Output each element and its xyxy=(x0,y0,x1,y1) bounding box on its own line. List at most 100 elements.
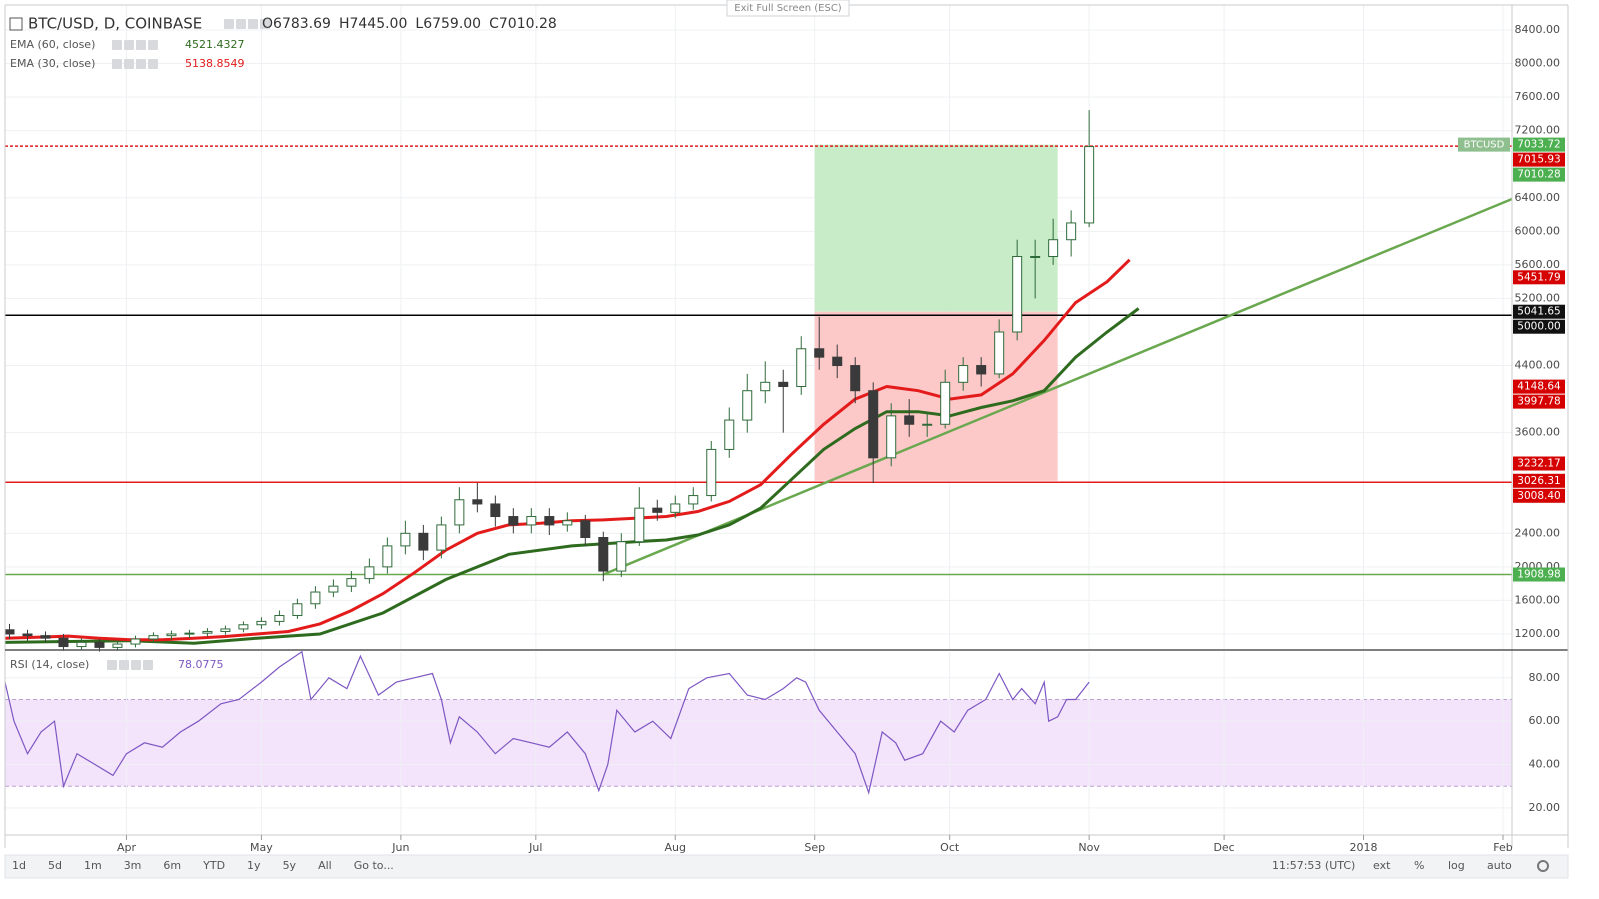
scale-option[interactable]: ext xyxy=(1373,859,1391,872)
price-label: 7033.72 xyxy=(1517,139,1560,151)
candle-body xyxy=(616,541,627,572)
candle-body xyxy=(544,516,555,526)
candle-body xyxy=(292,603,303,617)
candle-body xyxy=(598,537,609,572)
x-tick-label: Apr xyxy=(117,841,137,854)
range-button[interactable]: 1d xyxy=(12,859,26,872)
price-label: 7010.28 xyxy=(1517,169,1560,181)
legend-icon[interactable] xyxy=(148,40,158,50)
y-tick-label: 1600.00 xyxy=(1515,593,1561,606)
range-button[interactable]: 3m xyxy=(124,859,142,872)
ohlc-letter: L xyxy=(415,16,423,32)
y-tick-label: 1200.00 xyxy=(1515,627,1561,640)
range-button[interactable]: All xyxy=(318,859,332,872)
legend-icon[interactable] xyxy=(124,40,134,50)
rsi-pane: 20.00 40.00 60.00 80.00 xyxy=(4,650,1561,835)
legend-icon[interactable] xyxy=(119,660,129,670)
price-label: 7015.93 xyxy=(1517,154,1560,166)
ohlc-letter: O xyxy=(262,16,273,32)
price-label-box xyxy=(1513,567,1565,582)
settings-icon[interactable] xyxy=(1537,860,1549,872)
candle-body xyxy=(454,499,465,526)
candle-body xyxy=(58,637,69,648)
exit-fullscreen[interactable]: Exit Full Screen (ESC) xyxy=(734,3,842,14)
candle-body xyxy=(670,503,681,513)
legend-icon[interactable] xyxy=(107,660,117,670)
range-button[interactable]: 1y xyxy=(247,859,261,872)
legend-icon[interactable] xyxy=(248,19,258,29)
candle-body xyxy=(112,643,123,648)
scale-option[interactable]: log xyxy=(1448,859,1465,872)
y-tick-label: 80.00 xyxy=(1529,671,1561,684)
range-button[interactable]: 1m xyxy=(84,859,102,872)
ohlc-value: 6783.69 xyxy=(273,16,331,32)
ema-line xyxy=(4,307,1140,645)
legend-icon[interactable] xyxy=(236,19,246,29)
ohlc-letter: H xyxy=(339,16,350,32)
price-label-box xyxy=(1513,167,1565,182)
candle-body xyxy=(436,524,447,551)
legend-icon[interactable] xyxy=(124,59,134,69)
range-button[interactable]: 6m xyxy=(163,859,181,872)
legend-icon[interactable] xyxy=(136,40,146,50)
y-tick-label: 60.00 xyxy=(1529,714,1561,727)
legend-icon[interactable] xyxy=(148,59,158,69)
symbol-label: BTCUSD xyxy=(1464,140,1505,151)
y-tick-label: 3600.00 xyxy=(1515,426,1561,439)
legend-icon[interactable] xyxy=(260,19,270,29)
legend-icon[interactable] xyxy=(143,660,153,670)
legend-icon[interactable] xyxy=(131,660,141,670)
legend-icon[interactable] xyxy=(224,19,234,29)
candle-body xyxy=(724,419,735,450)
candle-body xyxy=(184,632,195,635)
legend-icon[interactable] xyxy=(112,40,122,50)
candle-body xyxy=(202,630,213,634)
y-tick-label: 40.00 xyxy=(1529,758,1561,771)
legend-name[interactable]: RSI (14, close) xyxy=(10,658,89,671)
range-button[interactable]: 5y xyxy=(283,859,297,872)
candle-body xyxy=(922,423,933,426)
price-label: 3997.78 xyxy=(1517,396,1560,408)
legend-name[interactable]: EMA (60, close) xyxy=(10,38,95,51)
rsi-band xyxy=(5,699,1512,787)
candle-body xyxy=(148,635,159,640)
candle-body xyxy=(4,629,15,635)
scale-option[interactable]: % xyxy=(1414,859,1424,872)
candle-body xyxy=(1030,255,1041,258)
candle-body xyxy=(940,381,951,425)
candle-body xyxy=(400,532,411,547)
candle-body xyxy=(328,585,339,593)
scale-option[interactable]: auto xyxy=(1487,859,1512,872)
price-label-box xyxy=(1513,456,1565,471)
candle-body xyxy=(94,641,105,648)
candle-body xyxy=(508,516,519,526)
price-label: 5041.65 xyxy=(1517,306,1560,318)
ohlc-letter: C xyxy=(489,16,499,32)
candle-body xyxy=(994,331,1005,375)
candle-body xyxy=(706,448,717,497)
price-label-box xyxy=(1513,319,1565,334)
exit-fullscreen-box[interactable] xyxy=(726,0,850,17)
y-tick-label: 5200.00 xyxy=(1515,291,1561,304)
candle-body xyxy=(346,578,357,587)
range-button[interactable]: 5d xyxy=(48,859,62,872)
legend-icon[interactable] xyxy=(112,59,122,69)
candle-body xyxy=(526,516,537,526)
candle-body xyxy=(166,633,177,637)
ohlc-value: 7010.28 xyxy=(499,16,557,32)
price-pane: 1200.001600.002000.002400.003600.004400.… xyxy=(4,5,1565,652)
goto-button[interactable]: Go to... xyxy=(354,859,394,872)
legend-icon[interactable] xyxy=(136,59,146,69)
candle-body xyxy=(868,390,879,459)
y-tick-label: 7200.00 xyxy=(1515,124,1561,137)
candle-body xyxy=(382,545,393,568)
y-tick-label: 6400.00 xyxy=(1515,191,1561,204)
symbol-menu-icon[interactable] xyxy=(9,17,23,31)
candle-body xyxy=(652,507,663,513)
x-tick-label: Nov xyxy=(1078,841,1100,854)
y-tick-label: 20.00 xyxy=(1529,801,1561,814)
range-button[interactable]: YTD xyxy=(202,859,225,872)
candle-body xyxy=(274,615,285,622)
legend-name[interactable]: EMA (30, close) xyxy=(10,57,95,70)
candle-body xyxy=(130,638,141,645)
